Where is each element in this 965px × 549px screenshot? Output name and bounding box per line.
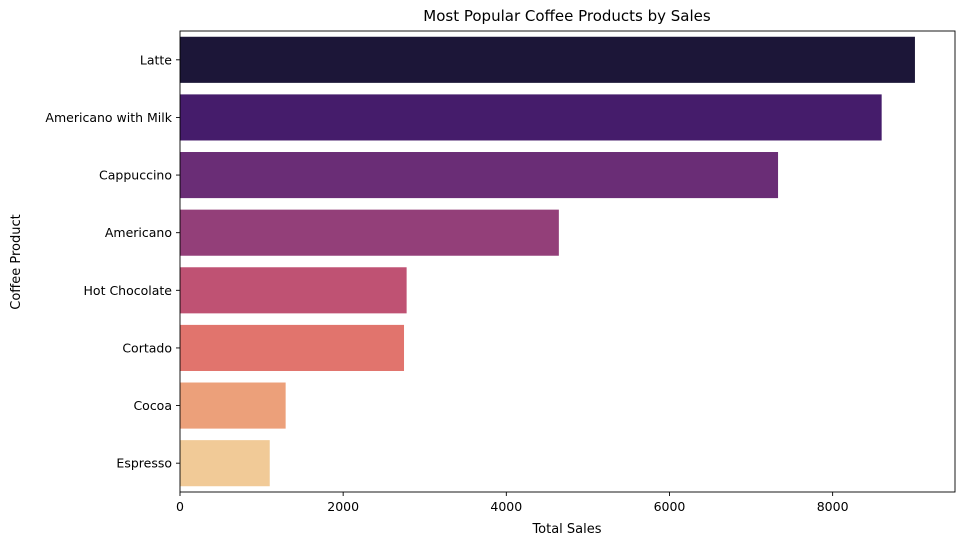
bar-cortado: [180, 324, 405, 371]
y-tick-label: Cortado: [122, 340, 172, 355]
y-tick-label: Espresso: [116, 456, 172, 471]
y-tick-label: Cocoa: [133, 398, 172, 413]
y-axis-label: Coffee Product: [9, 214, 24, 309]
x-axis-label: Total Sales: [531, 522, 601, 537]
y-tick-label: Cappuccino: [99, 168, 172, 183]
x-tick-label: 6000: [654, 499, 686, 514]
chart-title: Most Popular Coffee Products by Sales: [423, 7, 711, 25]
bar-cappuccino: [180, 152, 779, 199]
x-axis-ticks: 0 2000 4000 6000 8000: [176, 492, 849, 514]
y-tick-label: Americano: [105, 225, 172, 240]
y-tick-label: Hot Chocolate: [84, 283, 173, 298]
bar-espresso: [180, 440, 270, 487]
bar-americano-with-milk: [180, 94, 882, 141]
bars-layer: [180, 36, 915, 487]
bar-hot-chocolate: [180, 267, 407, 314]
plot-frame: [179, 30, 956, 493]
x-tick-label: 2000: [327, 499, 359, 514]
bar-cocoa: [180, 382, 286, 429]
x-tick-label: 4000: [490, 499, 522, 514]
bar-latte: [180, 36, 915, 83]
x-tick-label: 0: [176, 499, 184, 514]
x-tick-label: 8000: [817, 499, 849, 514]
y-tick-label: Latte: [140, 52, 172, 67]
y-tick-label: Americano with Milk: [45, 110, 172, 125]
bar-americano: [180, 209, 559, 256]
y-axis-ticks: Latte Americano with Milk Cappuccino Americ…: [45, 52, 180, 471]
